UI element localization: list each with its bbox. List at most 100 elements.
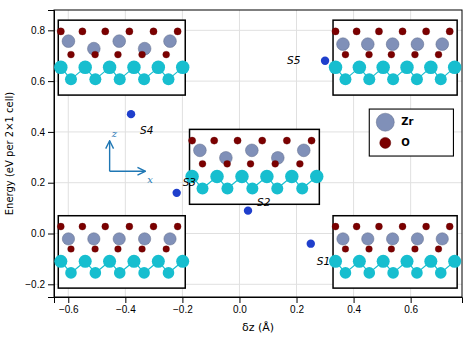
y-tick-label: −0.2	[25, 279, 45, 290]
si-atom	[114, 267, 126, 279]
data-point	[127, 110, 135, 118]
zr-atom	[88, 233, 100, 245]
si-atom	[340, 267, 352, 279]
o-atom	[174, 28, 181, 35]
zr-atom	[62, 233, 74, 245]
x-tick-label: 0.0	[233, 304, 247, 315]
point-label: S3	[183, 176, 196, 188]
si-atom	[387, 73, 399, 85]
inset	[329, 20, 462, 95]
si-atom	[163, 267, 175, 279]
y-tick-mark	[48, 132, 54, 133]
o-atom	[102, 28, 109, 35]
si-atom	[411, 73, 423, 85]
si-atom	[103, 61, 116, 74]
o-atom	[446, 223, 453, 230]
legend-box	[369, 109, 453, 156]
si-atom	[138, 267, 150, 279]
x-tick-label: −0.6	[59, 304, 79, 315]
si-atom	[235, 170, 248, 183]
plot-frame	[54, 10, 462, 297]
o-atom	[388, 51, 395, 58]
o-atom	[126, 223, 133, 230]
o-atom	[92, 51, 99, 58]
x-tick: −0.4	[116, 297, 136, 315]
si-atom	[79, 255, 92, 268]
point-label: S4	[140, 124, 153, 136]
o-atom	[150, 28, 157, 35]
o-atom	[412, 51, 419, 58]
y-tick: 0.8	[31, 25, 54, 36]
zr-atom	[436, 233, 448, 245]
zr-atom	[337, 233, 349, 245]
si-atom	[103, 255, 116, 268]
x-tick: 0.2	[290, 297, 304, 315]
o-atom	[435, 246, 442, 253]
o-atom	[224, 160, 231, 167]
x-direction-arrow	[110, 171, 146, 172]
annotation: z	[111, 128, 118, 139]
y-tick-mark	[48, 30, 54, 31]
o-atom	[68, 246, 75, 253]
x-axis-title: δz (Å)	[242, 321, 274, 334]
zr-atom	[164, 35, 177, 48]
si-atom	[435, 73, 447, 85]
data-point	[321, 57, 329, 65]
x-tick-mark	[125, 297, 126, 303]
o-atom	[435, 51, 442, 58]
si-atom	[448, 61, 461, 74]
insets	[54, 20, 461, 288]
o-atom	[375, 28, 382, 35]
si-atom	[285, 170, 298, 183]
si-atom	[271, 183, 283, 195]
si-atom	[152, 255, 165, 268]
zr-atom	[113, 35, 126, 48]
o-atom	[332, 223, 339, 230]
x-tick-label: −0.2	[173, 304, 193, 315]
zr-atom	[411, 233, 423, 245]
si-atom	[162, 73, 174, 85]
o-atom	[366, 246, 373, 253]
y-tick-label: 0.2	[31, 177, 45, 188]
inset	[185, 129, 323, 204]
o-atom	[150, 223, 157, 230]
y-tick-label: 0.8	[31, 25, 45, 36]
si-atom	[210, 170, 223, 183]
o-atom	[399, 223, 406, 230]
o-atom	[412, 246, 419, 253]
o-atom	[126, 28, 133, 35]
si-atom	[339, 73, 351, 85]
o-atom	[353, 28, 360, 35]
x-tick-label: 0.6	[404, 304, 418, 315]
si-atom	[363, 73, 375, 85]
plot-area	[54, 20, 461, 288]
y-tick: 0.2	[31, 177, 54, 188]
o-atom	[115, 51, 122, 58]
point-label: S5	[287, 54, 301, 66]
inset-box	[333, 20, 457, 95]
x-tick: −0.6	[59, 297, 79, 315]
x-tick-mark	[68, 297, 69, 303]
y-tick-label: 0.4	[31, 127, 45, 138]
o-atom	[199, 160, 206, 167]
data-point	[244, 206, 252, 214]
o-atom	[342, 51, 349, 58]
si-atom	[221, 183, 233, 195]
o-atom	[247, 160, 254, 167]
point-label: S1	[317, 255, 330, 267]
y-axis: −0.20.00.20.40.60.8	[25, 11, 54, 298]
o-atom	[174, 223, 181, 230]
points	[127, 57, 329, 248]
o-atom	[353, 223, 360, 230]
x-tick-label: 0.2	[290, 304, 304, 315]
o-atom	[102, 223, 109, 230]
si-atom	[400, 255, 413, 268]
si-atom	[78, 61, 91, 74]
si-atom	[353, 255, 366, 268]
inset-box	[58, 216, 185, 288]
inset-box	[333, 216, 457, 288]
si-atom	[411, 267, 423, 279]
grid	[54, 10, 462, 297]
si-atom	[127, 255, 140, 268]
o-atom	[211, 137, 218, 144]
